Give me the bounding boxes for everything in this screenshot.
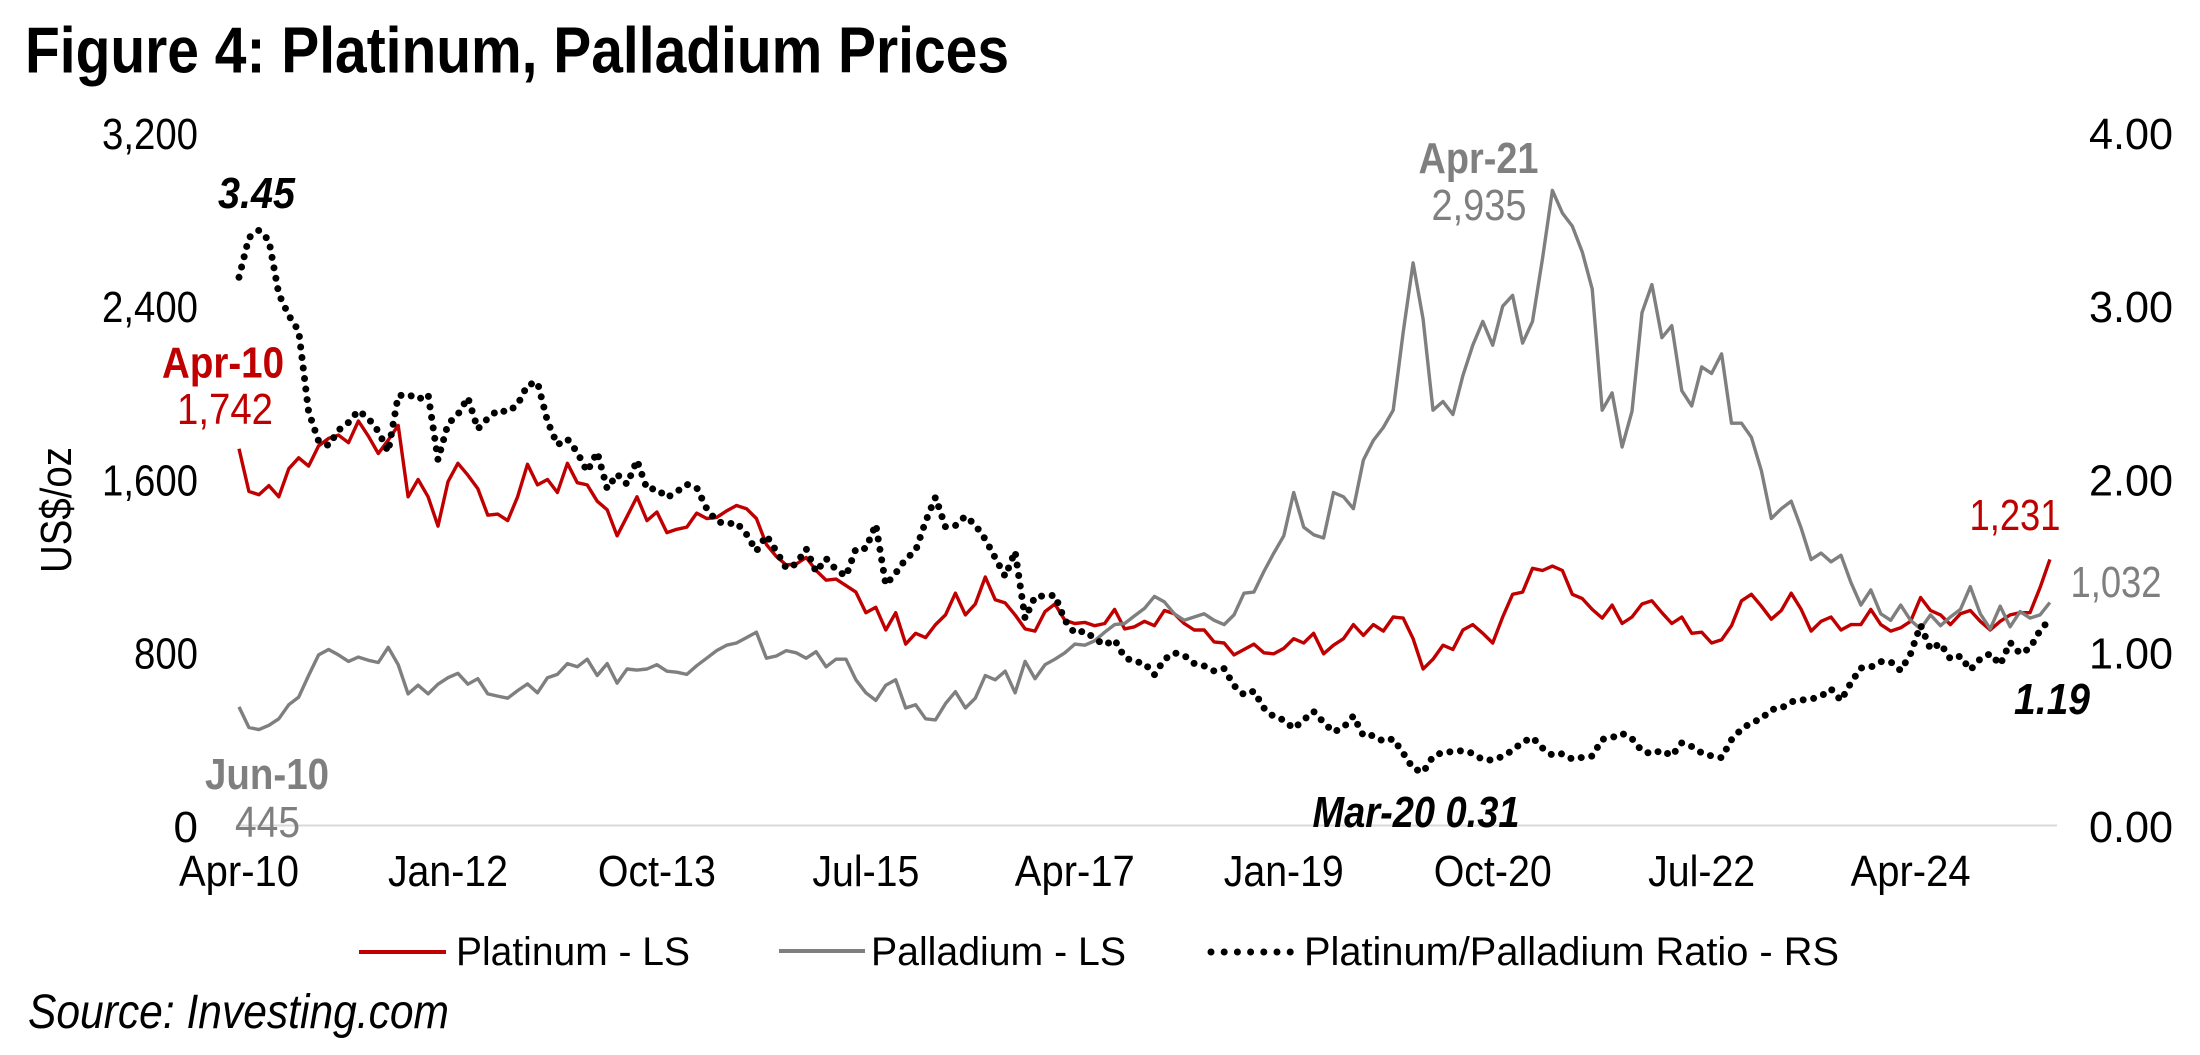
svg-text:Apr-21: Apr-21 <box>1419 134 1539 183</box>
svg-text:2,935: 2,935 <box>1432 181 1527 230</box>
svg-text:445: 445 <box>235 798 300 847</box>
svg-text:1,600: 1,600 <box>102 456 198 505</box>
svg-text:Apr-24: Apr-24 <box>1851 847 1971 896</box>
svg-text:0: 0 <box>174 803 198 852</box>
svg-text:Oct-13: Oct-13 <box>598 847 716 896</box>
svg-text:Figure 4: Platinum, Palladium: Figure 4: Platinum, Palladium Prices <box>25 14 1009 87</box>
svg-text:2.00: 2.00 <box>2089 456 2173 505</box>
svg-text:Jan-12: Jan-12 <box>388 847 508 896</box>
svg-text:Jan-19: Jan-19 <box>1224 847 1344 896</box>
svg-text:3,200: 3,200 <box>102 110 198 159</box>
svg-text:3.00: 3.00 <box>2089 283 2173 332</box>
svg-text:Apr-17: Apr-17 <box>1015 847 1135 896</box>
svg-text:Platinum - LS: Platinum - LS <box>456 930 690 974</box>
svg-text:800: 800 <box>134 630 198 679</box>
svg-text:Oct-20: Oct-20 <box>1434 847 1552 896</box>
svg-text:Source: Investing.com: Source: Investing.com <box>28 986 449 1039</box>
svg-text:2,400: 2,400 <box>102 283 198 332</box>
svg-text:Apr-10: Apr-10 <box>179 847 299 896</box>
svg-text:Platinum/Palladium Ratio - RS: Platinum/Palladium Ratio - RS <box>1304 930 1839 974</box>
svg-text:Apr-10: Apr-10 <box>162 339 284 388</box>
svg-text:Jul-15: Jul-15 <box>812 847 919 896</box>
svg-text:1,742: 1,742 <box>177 385 273 434</box>
svg-text:4.00: 4.00 <box>2089 110 2173 159</box>
svg-text:1.19: 1.19 <box>2014 675 2090 724</box>
svg-text:Jul-22: Jul-22 <box>1648 847 1755 896</box>
svg-text:US$/oz: US$/oz <box>32 447 81 573</box>
svg-text:Jun-10: Jun-10 <box>205 750 329 799</box>
svg-text:Mar-20 0.31: Mar-20 0.31 <box>1313 788 1520 837</box>
svg-text:1,032: 1,032 <box>2071 558 2162 607</box>
svg-text:Palladium - LS: Palladium - LS <box>871 930 1126 974</box>
svg-text:1,231: 1,231 <box>1970 491 2061 540</box>
svg-text:1.00: 1.00 <box>2089 630 2173 679</box>
svg-text:0.00: 0.00 <box>2089 803 2173 852</box>
svg-text:3.45: 3.45 <box>218 169 295 218</box>
